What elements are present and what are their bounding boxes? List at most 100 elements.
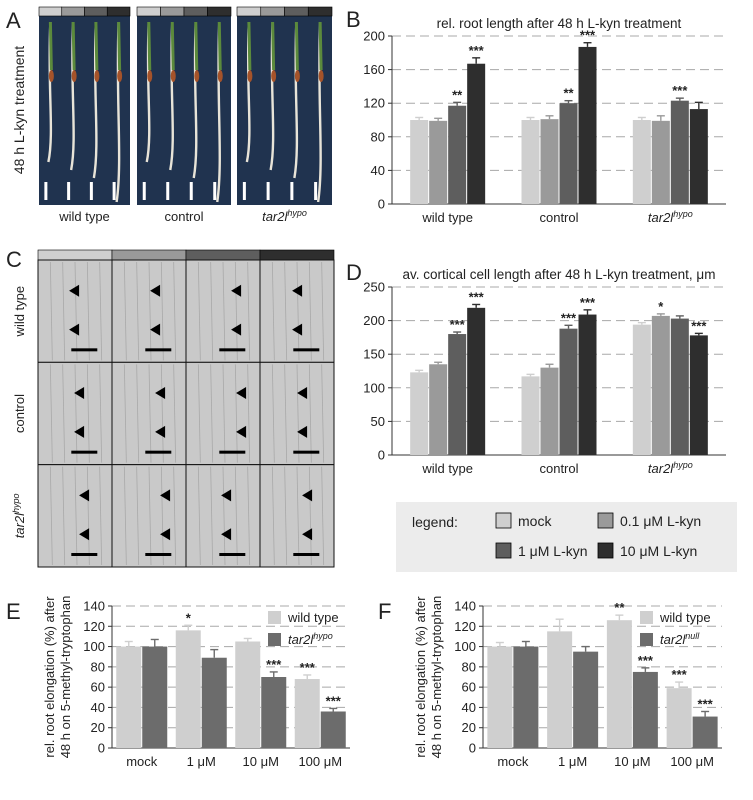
ytick-label-d-2: 100: [363, 380, 385, 395]
category-label-e-1: 1 μM: [187, 754, 216, 769]
scale-bar-a-0-1: [67, 182, 71, 200]
hypocotyl-1-3: [217, 70, 223, 82]
treatment-swatch-0-0: [38, 6, 63, 17]
chart-f-root-elongation-null: F 0 20 40 60 80 100 120 140 rel. root elongation …: [378, 596, 722, 769]
scale-bar-c-0-0: [71, 348, 98, 352]
bar-e-3-1: [320, 711, 346, 748]
significance-e-1-0: *: [186, 610, 192, 625]
ytick-label-d-5: 250: [363, 280, 385, 295]
ytick-label-b-1: 40: [371, 163, 385, 178]
category-label-d-2-main: tar2l: [648, 461, 674, 476]
scale-bar-a-2-2: [290, 182, 294, 200]
hypocotyl-0-1: [71, 70, 77, 82]
panel-c-row-label-2-sup: hypo: [11, 493, 21, 513]
ytick-label-b-3: 120: [363, 96, 385, 111]
bar-b-2-0: [632, 120, 651, 204]
ytick-label-b-5: 200: [363, 29, 385, 44]
category-label-b-2-sup: hypo: [673, 209, 693, 219]
bar-d-1-0: [521, 376, 540, 455]
ytick-label-d-4: 200: [363, 313, 385, 328]
scale-bar-c-1-2: [219, 450, 246, 454]
bar-d-2-0: [632, 324, 651, 455]
bar-e-0-0: [116, 646, 142, 748]
treatment-swatch-0-1: [61, 6, 85, 17]
arrowhead-2-2-0: [221, 489, 232, 502]
cell-wall-line-2-3-5: [321, 466, 325, 566]
ytick-label-e-3: 60: [91, 680, 105, 695]
panel-c-row-label-1: control: [12, 394, 27, 433]
hypocotyl-2-3: [318, 70, 324, 82]
micro-swatch-2: [185, 249, 261, 261]
bar-d-1-1: [540, 367, 559, 455]
category-label-f-1-main: 1 μM: [558, 754, 587, 769]
bar-d-1-2: [559, 328, 578, 455]
ytick-label-e-0: 0: [98, 741, 105, 756]
shoot-0-1: [71, 21, 76, 71]
legend-swatch-e-1: [268, 633, 281, 646]
category-label-d-0-main: wild type: [421, 461, 473, 476]
significance-d-1-3: ***: [580, 295, 596, 310]
legend-label-3: 10 μM L-kyn: [620, 543, 697, 559]
category-label-d-2-sup: hypo: [673, 460, 693, 470]
bar-e-2-0: [235, 641, 261, 748]
scale-bar-c-2-0: [71, 553, 98, 556]
cell-wall-line-2-0-5: [99, 466, 103, 566]
ytick-label-d-1: 50: [371, 414, 385, 429]
hypocotyl-0-3: [117, 70, 123, 82]
cell-wall-line-2-3-1: [271, 466, 275, 566]
bar-e-1-0: [175, 630, 201, 748]
scale-bar-a-2-0: [242, 182, 246, 200]
scale-bar-c-1-1: [145, 450, 172, 454]
cell-wall-line-0-2-4: [234, 261, 238, 361]
cell-wall-line-1-2-3: [222, 364, 226, 463]
significance-d-2-3: ***: [691, 318, 707, 333]
bar-b-1-2: [559, 103, 578, 204]
hypocotyl-2-0: [247, 70, 253, 82]
scale-bar-c-2-3: [293, 553, 320, 556]
significance-d-1-2: ***: [561, 310, 577, 325]
category-label-d-1-main: control: [539, 461, 578, 476]
hypocotyl-1-2: [194, 70, 200, 82]
category-label-b-1: control: [539, 210, 578, 225]
legend-label-2: 1 μM L-kyn: [518, 543, 588, 559]
shoot-1-2: [194, 21, 199, 71]
category-label-d-1: control: [539, 461, 578, 476]
category-label-b-0-main: wild type: [421, 210, 473, 225]
legend-background: [396, 502, 737, 572]
cell-wall-line-2-2-1: [197, 466, 201, 566]
shoot-1-1: [170, 21, 175, 71]
panel-c-row-label-2-main: tar2l: [12, 512, 27, 538]
category-label-f-0: mock: [497, 754, 529, 769]
micro-swatch-1: [111, 249, 187, 261]
panel-c-row-label-0: wild type: [12, 286, 27, 338]
arrowhead-1-0-1: [74, 425, 85, 438]
scale-bar-a-1-3: [213, 182, 217, 200]
cell-wall-line-2-0-3: [74, 466, 78, 566]
cell-wall-line-1-0-4: [86, 364, 90, 463]
ytick-label-f-2: 40: [462, 700, 476, 715]
cell-wall-line-2-0-2: [62, 466, 66, 566]
category-label-f-2-main: 10 μM: [614, 754, 650, 769]
legend-swatch-e-0: [268, 611, 281, 624]
category-label-b-1-main: control: [539, 210, 578, 225]
bar-e-1-1: [201, 657, 227, 748]
cell-wall-line-1-2-2: [210, 364, 214, 463]
cell-wall-line-2-3-4: [308, 466, 312, 566]
category-label-f-3-main: 100 μM: [670, 754, 714, 769]
cell-wall-line-1-3-3: [296, 364, 300, 463]
cell-wall-line-1-0-1: [49, 364, 53, 463]
shoot-0-3: [117, 21, 122, 71]
chart-ylabel-e-0: rel. root elongation (%) after: [42, 596, 57, 758]
scale-bar-a-0-3: [112, 182, 116, 200]
bar-b-1-3: [578, 46, 597, 204]
ytick-label-e-5: 100: [83, 639, 105, 654]
bar-d-0-0: [410, 372, 429, 455]
ytick-label-e-1: 20: [91, 720, 105, 735]
cell-wall-line-1-2-4: [234, 364, 238, 463]
treatment-swatch-1-2: [183, 6, 208, 17]
treatment-swatch-2-1: [260, 6, 285, 17]
arrowhead-2-1-0: [160, 489, 171, 502]
photo-box-1: [137, 7, 231, 205]
